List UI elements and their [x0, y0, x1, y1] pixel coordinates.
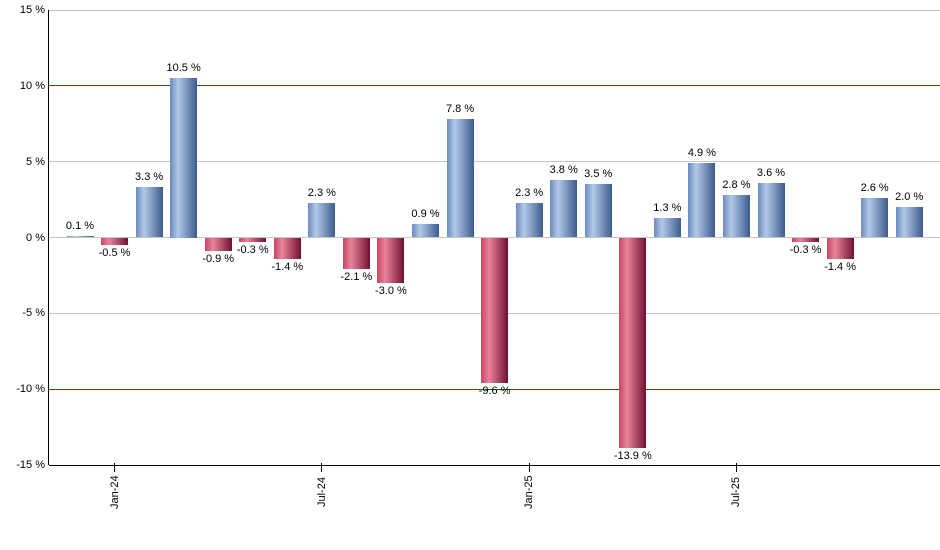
bar: [722, 195, 750, 238]
bar: [619, 237, 647, 449]
bar: [861, 198, 889, 238]
bar-value-label: -3.0 %: [375, 285, 407, 297]
bar-value-label: -0.5 %: [98, 247, 131, 260]
bar-value-label: 7.8 %: [445, 103, 475, 116]
bar: [446, 119, 474, 238]
y-axis-tick-label: 5 %: [26, 155, 45, 168]
bar-value-label: -1.4 %: [271, 260, 304, 273]
bar: [66, 235, 94, 238]
bar-value-label: 3.5 %: [584, 168, 613, 181]
x-axis-tick-mark: [735, 463, 737, 472]
bar-value-label: 2.0 %: [895, 191, 924, 204]
bar: [481, 237, 509, 384]
bar: [584, 184, 612, 238]
bar: [239, 237, 267, 243]
x-axis-tick-mark: [528, 463, 530, 472]
y-axis-tick-label: -10 %: [16, 383, 45, 396]
bar: [515, 202, 543, 238]
bar: [342, 237, 370, 270]
bar-value-label: 2.8 %: [722, 179, 751, 192]
bar-value-label: 3.6 %: [756, 166, 786, 179]
x-axis-tick-label: Jan-24: [108, 475, 121, 509]
bar-value-label: -1.4 %: [824, 260, 856, 273]
bar-value-label: 2.3 %: [515, 186, 544, 199]
bar: [688, 163, 716, 238]
bar-value-label: 2.6 %: [860, 182, 889, 195]
bar-value-label: 0.9 %: [411, 207, 440, 220]
bar: [792, 237, 820, 243]
bar-value-label: 1.3 %: [653, 201, 682, 214]
bar: [101, 237, 129, 246]
bar: [826, 237, 854, 259]
x-axis-tick-label: Jul-25: [730, 477, 743, 507]
x-axis-tick-label: Jul-24: [315, 477, 328, 507]
gridline: [49, 9, 940, 11]
bar-value-label: -13.9 %: [613, 450, 652, 463]
y-axis-line: [48, 10, 49, 465]
bar: [757, 182, 785, 238]
bar-value-label: -9.6 %: [478, 385, 511, 398]
bar-value-label: 2.3 %: [307, 186, 336, 199]
x-axis-tick-mark: [114, 463, 116, 472]
bar-value-label: 4.9 %: [687, 147, 716, 160]
x-axis-tick-label: Jan-25: [523, 475, 536, 509]
y-axis-tick-label: -15 %: [16, 459, 45, 471]
bar: [170, 78, 198, 238]
bar-value-label: 3.3 %: [135, 171, 164, 184]
accent-gridline: [49, 85, 940, 87]
bar: [308, 202, 336, 238]
y-axis-tick-label: 0 %: [26, 231, 45, 244]
y-axis-tick-label: 10 %: [19, 79, 45, 92]
bar: [204, 237, 232, 252]
bar-value-label: -2.1 %: [340, 271, 373, 284]
gridline: [49, 161, 940, 163]
bar-value-label: 3.8 %: [549, 163, 578, 176]
bar: [653, 217, 681, 238]
bar-value-label: -0.9 %: [202, 253, 235, 266]
x-axis-tick-mark: [321, 463, 323, 472]
accent-gridline: [49, 388, 940, 390]
bar: [550, 179, 578, 238]
bar: [895, 207, 923, 238]
bar: [412, 223, 439, 238]
bar-value-label: -0.3 %: [789, 244, 822, 257]
bar-value-label: 10.5 %: [166, 62, 201, 75]
bar: [135, 187, 163, 238]
bar: [377, 237, 405, 283]
bar-value-label: 0.1 %: [65, 219, 95, 232]
bar: [273, 237, 301, 259]
y-axis-tick-label: 15 %: [19, 4, 45, 16]
y-axis-tick-label: -5 %: [22, 307, 45, 320]
x-axis-line: [49, 464, 940, 466]
bar-value-label: -0.3 %: [236, 244, 269, 257]
